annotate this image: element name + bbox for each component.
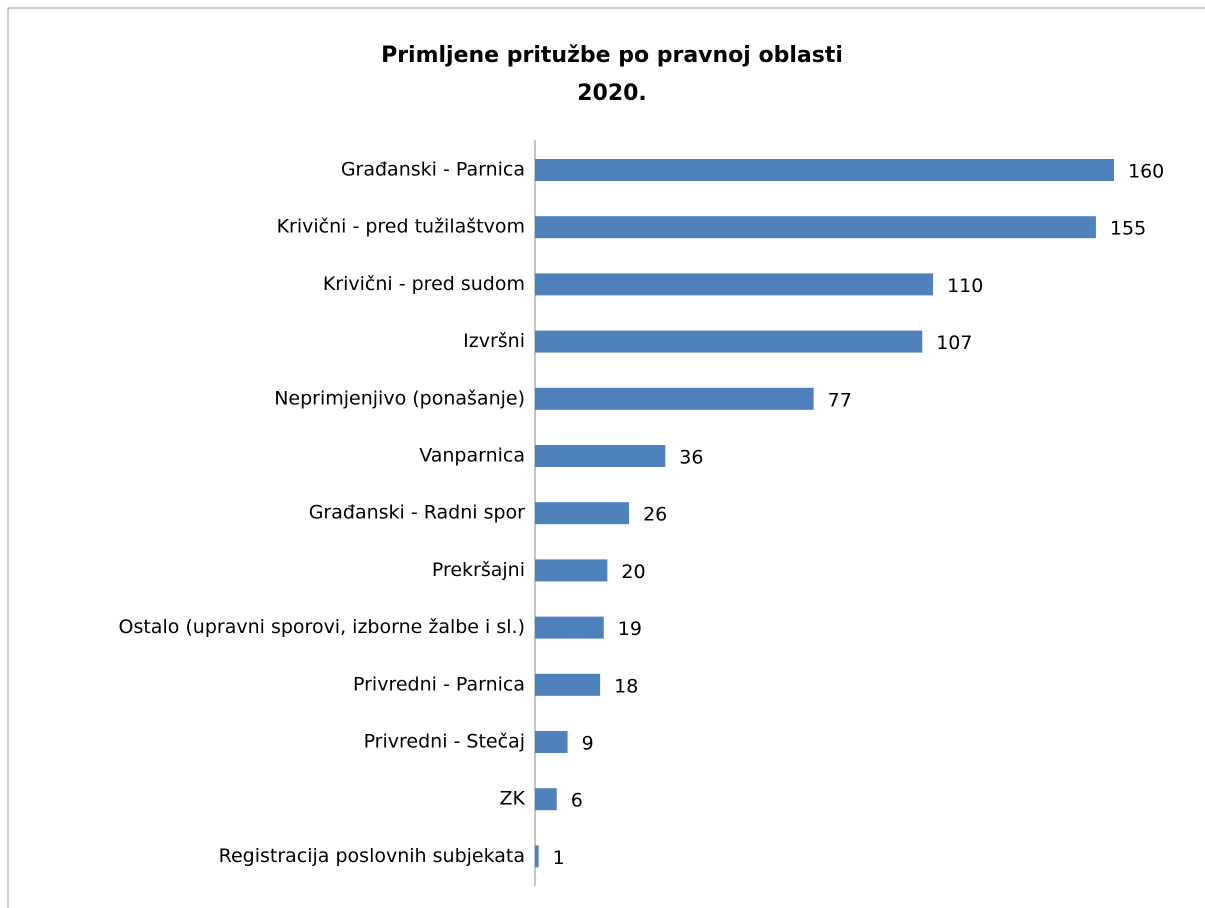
value-label: 77 (828, 389, 852, 411)
bar (535, 845, 539, 868)
chart-title: 2020. (577, 81, 647, 106)
value-label: 36 (679, 447, 703, 469)
category-label: Prekršajni (432, 559, 525, 581)
category-label: Vanparnica (419, 445, 525, 467)
value-label: 9 (582, 733, 594, 755)
value-label: 20 (621, 561, 645, 583)
value-label: 107 (936, 332, 972, 354)
bar (535, 502, 630, 525)
category-label: Privredni - Stečaj (364, 731, 525, 753)
bar (535, 673, 601, 696)
bar (535, 273, 934, 296)
category-label: Građanski - Parnica (341, 159, 525, 181)
value-label: 6 (571, 790, 583, 812)
value-label: 18 (614, 675, 638, 697)
category-label: Građanski - Radni spor (309, 502, 525, 524)
value-label: 160 (1128, 161, 1164, 183)
value-label: 26 (643, 504, 667, 526)
bar (535, 731, 568, 753)
bar (535, 559, 608, 582)
category-label: Registracija poslovnih subjekata (219, 845, 525, 867)
bar (535, 216, 1096, 239)
category-label: Krivični - pred sudom (323, 273, 525, 295)
category-label: Krivični - pred tužilaštvom (277, 216, 525, 238)
value-label: 1 (553, 847, 565, 869)
category-label: Ostalo (upravni sporovi, izborne žalbe i… (119, 616, 526, 638)
bar (535, 387, 814, 410)
bar (535, 616, 604, 639)
value-label: 19 (618, 618, 642, 640)
value-label: 155 (1110, 218, 1146, 240)
bar (535, 159, 1114, 181)
category-label: Neprimjenjivo (ponašanje) (274, 387, 525, 409)
category-label: Izvršni (463, 330, 525, 352)
category-label: ZK (500, 788, 526, 810)
bar (535, 445, 666, 467)
chart-frame (7, 7, 1205, 908)
value-label: 110 (947, 275, 983, 297)
category-label: Privredni - Parnica (353, 673, 525, 695)
bar (535, 330, 923, 353)
bar (535, 788, 557, 811)
chart-title: Primljene pritužbe po pravnoj oblasti (381, 43, 843, 68)
